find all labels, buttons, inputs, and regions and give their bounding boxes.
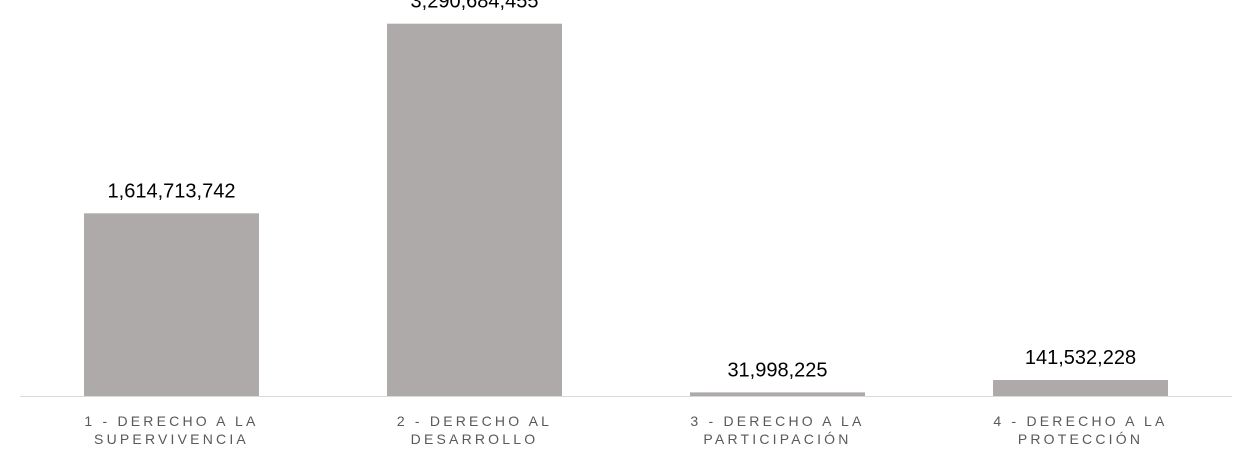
category-label-4-line-2: PROTECCIÓN [1018, 431, 1143, 447]
bar-2 [387, 23, 562, 397]
category-label-3-line-2: PARTICIPACIÓN [703, 431, 851, 447]
value-labels-group: 1,614,713,742 3,290,684,455 31,998,225 141,… [108, 0, 1137, 381]
data-label-1: 1,614,713,742 [108, 180, 236, 202]
bar-1 [84, 213, 259, 396]
category-labels-group: 1 - DERECHO A LA SUPERVIVENCIA 2 - DERECHO… [84, 413, 1167, 447]
bar-4 [993, 379, 1168, 396]
category-label-2-line-1: 2 - DERECHO AL [397, 413, 552, 429]
category-label-4-line-1: 4 - DERECHO A LA [993, 413, 1167, 429]
bars-group [84, 23, 1168, 397]
data-label-2: 3,290,684,455 [411, 0, 539, 13]
bar-3 [690, 392, 865, 396]
category-label-1-line-1: 1 - DERECHO A LA [84, 413, 258, 429]
data-label-4: 141,532,228 [1025, 347, 1136, 369]
category-label-1-line-2: SUPERVIVENCIA [94, 431, 249, 447]
category-label-2-line-2: DESARROLLO [411, 431, 539, 447]
data-label-3: 31,998,225 [727, 359, 827, 381]
category-label-3-line-1: 3 - DERECHO A LA [690, 413, 864, 429]
